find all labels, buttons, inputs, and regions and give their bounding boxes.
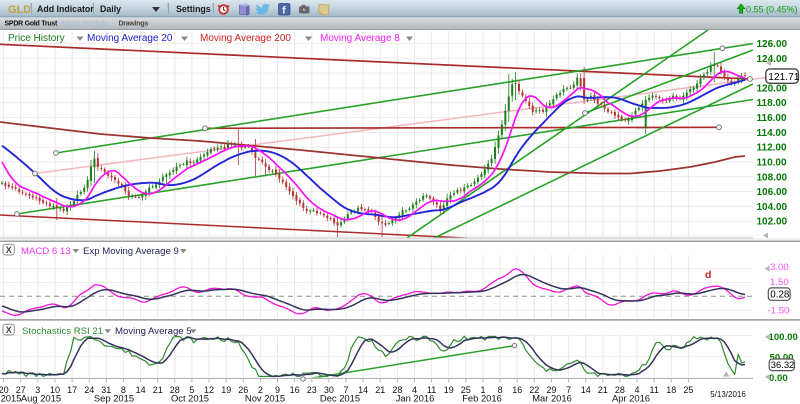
svg-text:21: 21 [153, 385, 163, 395]
svg-text:8: 8 [121, 385, 126, 395]
svg-text:116.00: 116.00 [757, 113, 787, 124]
svg-text:9: 9 [275, 385, 280, 395]
svg-text:4: 4 [412, 385, 417, 395]
svg-text:Moving Average 8: Moving Average 8 [320, 33, 400, 44]
svg-text:36.32: 36.32 [771, 359, 794, 370]
svg-text:104.00: 104.00 [757, 202, 788, 213]
svg-text:Jan 2016: Jan 2016 [396, 392, 435, 403]
svg-text:22: 22 [529, 385, 539, 395]
svg-text:Feb 2016: Feb 2016 [462, 392, 502, 403]
svg-text:30: 30 [324, 385, 334, 395]
svg-text:Exp Moving Average 9: Exp Moving Average 9 [83, 246, 179, 257]
svg-text:Nov 2015: Nov 2015 [245, 392, 285, 403]
svg-text:Moving Average 20: Moving Average 20 [87, 33, 173, 44]
svg-text:126.00: 126.00 [757, 39, 788, 50]
svg-text:2015: 2015 [1, 392, 22, 403]
svg-text:f: f [282, 6, 286, 17]
svg-text:19: 19 [221, 385, 231, 395]
svg-text:16: 16 [290, 385, 300, 395]
svg-text:Apr 2016: Apr 2016 [612, 392, 650, 403]
svg-text:8: 8 [498, 385, 503, 395]
svg-text:Dec 2015: Dec 2015 [320, 392, 360, 403]
svg-text:7: 7 [343, 385, 348, 395]
svg-text:112.00: 112.00 [757, 143, 787, 154]
svg-text:29: 29 [546, 385, 556, 395]
svg-text:Aug 2015: Aug 2015 [21, 392, 61, 403]
svg-text:Moving Average 200: Moving Average 200 [200, 33, 291, 44]
svg-text:d: d [705, 269, 711, 281]
svg-text:Settings: Settings [176, 4, 211, 14]
svg-text:50.00: 50.00 [770, 353, 794, 364]
svg-text:25: 25 [683, 385, 693, 395]
svg-text:21: 21 [375, 385, 385, 395]
svg-text:7: 7 [566, 385, 571, 395]
svg-text:100.00: 100.00 [769, 332, 798, 343]
svg-text:Drawings: Drawings [119, 21, 149, 28]
svg-text:11: 11 [427, 385, 436, 395]
svg-text:Add to Portfolio: Add to Portfolio [60, 21, 109, 28]
svg-text:19: 19 [444, 385, 454, 395]
svg-text:114.00: 114.00 [757, 128, 787, 139]
svg-text:28: 28 [392, 385, 402, 395]
svg-text:Moving Average 5: Moving Average 5 [115, 326, 192, 337]
svg-text:102.00: 102.00 [757, 217, 788, 228]
svg-text:120.00: 120.00 [757, 83, 788, 94]
svg-text:5/13/2016: 5/13/2016 [710, 390, 746, 399]
svg-text:4: 4 [634, 385, 639, 395]
svg-text:1.50: 1.50 [770, 277, 789, 288]
svg-text:Oct 2015: Oct 2015 [171, 392, 209, 403]
svg-text:26: 26 [238, 385, 248, 395]
svg-text:3.00: 3.00 [770, 262, 789, 273]
svg-text:GLD: GLD [8, 4, 31, 16]
svg-text:Daily: Daily [100, 4, 121, 14]
svg-text:108.00: 108.00 [757, 172, 788, 183]
svg-text:X: X [6, 325, 12, 335]
svg-text:SPDR Gold Trust: SPDR Gold Trust [5, 21, 59, 28]
svg-text:106.00: 106.00 [757, 187, 788, 198]
svg-text:27: 27 [16, 385, 26, 395]
svg-text:2: 2 [258, 385, 263, 395]
svg-text:Add Indicator: Add Indicator [37, 4, 94, 14]
svg-text:Mar 2016: Mar 2016 [532, 392, 572, 403]
svg-text:0.00: 0.00 [769, 373, 788, 384]
svg-text:MACD 6 13: MACD 6 13 [21, 246, 71, 257]
svg-text:124.00: 124.00 [757, 54, 788, 65]
svg-text:31: 31 [101, 385, 111, 395]
svg-text:Stochastics RSI 21: Stochastics RSI 21 [22, 326, 103, 337]
svg-text:121.71: 121.71 [768, 72, 799, 83]
svg-text:110.00: 110.00 [757, 158, 787, 169]
svg-text:24: 24 [84, 385, 94, 395]
svg-text:16: 16 [512, 385, 522, 395]
svg-text:3: 3 [35, 385, 40, 395]
svg-text:14: 14 [581, 385, 591, 395]
svg-text:Price History: Price History [8, 33, 65, 44]
svg-text:-1.50: -1.50 [768, 306, 790, 317]
svg-text:118.00: 118.00 [757, 98, 787, 109]
svg-text:X: X [6, 245, 12, 255]
svg-text:17: 17 [67, 385, 77, 395]
svg-text:0.55 (0.45%): 0.55 (0.45%) [746, 5, 798, 15]
svg-text:28: 28 [615, 385, 625, 395]
svg-text:10: 10 [50, 385, 60, 395]
svg-text:0.28: 0.28 [770, 290, 790, 301]
svg-text:14: 14 [136, 385, 146, 395]
svg-text:Sep 2015: Sep 2015 [94, 392, 134, 403]
svg-text:20: 20 [0, 385, 9, 395]
svg-text:1: 1 [480, 385, 485, 395]
svg-text:21: 21 [598, 385, 608, 395]
svg-text:23: 23 [307, 385, 317, 395]
svg-text:5: 5 [189, 385, 194, 395]
svg-text:18: 18 [666, 385, 676, 395]
svg-text:11: 11 [650, 385, 659, 395]
svg-text:14: 14 [358, 385, 368, 395]
svg-text:28: 28 [170, 385, 180, 395]
svg-text:25: 25 [461, 385, 471, 395]
svg-text:12: 12 [204, 385, 214, 395]
